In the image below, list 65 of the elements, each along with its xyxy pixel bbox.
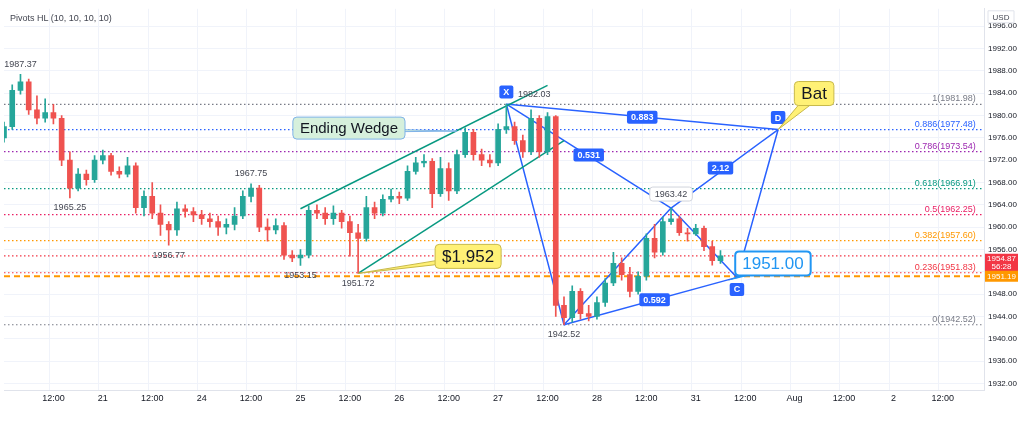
x-tick-label: 12:00 <box>338 393 362 404</box>
annotation: Ending Wedge <box>299 119 399 137</box>
annotation: 1951.72 <box>341 277 375 288</box>
x-tick-label: 12:00 <box>239 393 263 404</box>
x-tick-label: 12:00 <box>42 393 65 404</box>
annotation: 0.236(1951.83) <box>914 261 976 272</box>
annotation: C <box>733 284 741 295</box>
y-tick-label: 1960.00 <box>988 222 1018 232</box>
annotation: 0.382(1957.60) <box>914 229 976 240</box>
y-tick-label: 1932.00 <box>988 378 1018 388</box>
x-tick-label: 12:00 <box>437 393 460 404</box>
annotation: 0(1942.52) <box>932 313 976 324</box>
x-tick-label: 31 <box>690 393 701 404</box>
y-tick-label: 1992.00 <box>988 43 1018 53</box>
annotation: 0.592 <box>643 294 666 305</box>
x-tick-label: 12:00 <box>536 393 559 404</box>
annotation: 2.12 <box>711 162 730 173</box>
y-tick-label: 1940.00 <box>988 334 1018 344</box>
chart-title: Pivots HL (10, 10, 10, 10) <box>10 12 112 23</box>
y-tick-label: 1964.00 <box>988 200 1018 210</box>
annotation: 1(1981.98) <box>932 93 976 104</box>
annotation: 1956.77 <box>152 249 185 260</box>
annotation: $1,952 <box>442 247 495 267</box>
y-tick-label: 1948.00 <box>988 289 1018 299</box>
annotation: 1963.42 <box>654 188 688 199</box>
annotation: 1987.37 <box>4 58 37 69</box>
y-tick-label: 1976.00 <box>988 133 1018 142</box>
y-tick-label: 1956.00 <box>988 244 1018 254</box>
x-tick-label: 12:00 <box>733 393 757 404</box>
y-tick-label: 1944.00 <box>988 311 1018 321</box>
y-tick-label: 1968.00 <box>988 177 1018 187</box>
annotation: 1967.75 <box>234 168 268 179</box>
y-axis-title: USD <box>992 12 1010 22</box>
x-tick-label: 25 <box>295 393 306 404</box>
annotation: D <box>774 112 782 123</box>
y-tick-label: 1936.00 <box>988 356 1018 366</box>
x-tick-label: 12:00 <box>635 393 658 404</box>
ref-line-label: 1951.19 <box>987 271 1017 281</box>
y-tick-label: 1984.00 <box>988 88 1018 98</box>
annotation: 0.883 <box>630 112 654 123</box>
x-tick-label: 12:00 <box>931 393 955 404</box>
x-tick-label: 24 <box>196 393 207 404</box>
y-tick-label: 1972.00 <box>988 155 1018 165</box>
x-tick-label: 26 <box>394 393 405 404</box>
annotation: 0.786(1973.54) <box>914 140 976 151</box>
annotation: 1965.25 <box>53 202 87 213</box>
annotation: 1942.52 <box>547 329 581 340</box>
annotation: Bat <box>801 84 828 104</box>
y-tick-label: 1980.00 <box>988 110 1018 120</box>
annotation: 0.618(1966.91) <box>914 177 976 188</box>
x-tick-label: 12:00 <box>140 393 164 404</box>
y-tick-label: 1988.00 <box>988 65 1018 75</box>
ref-line-label: 1954.87 56:28 <box>987 254 1017 272</box>
y-tick-label: 1996.00 <box>988 21 1018 31</box>
x-tick-label: 28 <box>591 393 602 404</box>
x-tick-label: 12:00 <box>832 393 856 404</box>
annotation: 1951.00 <box>742 254 804 274</box>
x-tick-label: 2 <box>890 393 896 404</box>
annotation: 0.886(1977.48) <box>914 118 976 129</box>
x-tick-label: 27 <box>493 393 504 404</box>
x-tick-label: Aug <box>786 393 803 404</box>
x-tick-label: 21 <box>97 393 108 404</box>
annotation: X <box>503 87 510 98</box>
annotation: 0.5(1962.25) <box>924 203 976 214</box>
annotation: 0.531 <box>577 150 600 161</box>
